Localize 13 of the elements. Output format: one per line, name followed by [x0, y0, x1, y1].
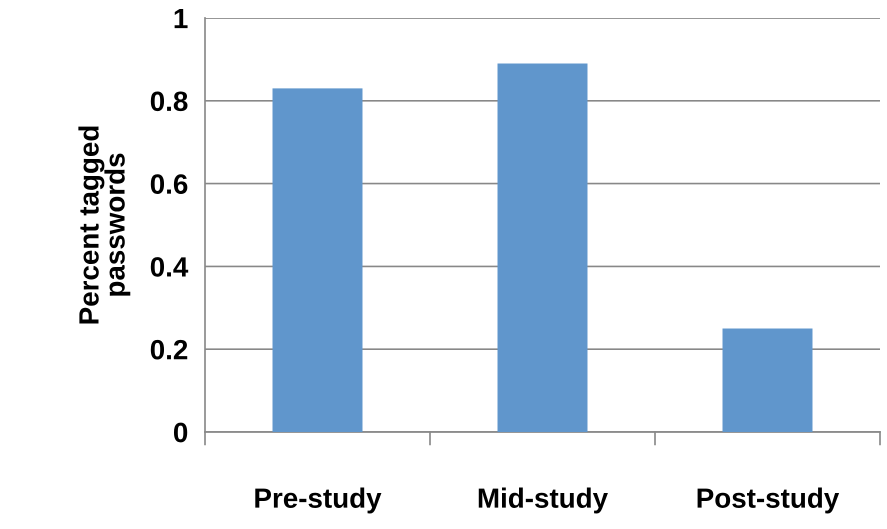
y-tick-label: 0.2 [150, 340, 188, 360]
x-tick-label: Post-study [698, 488, 840, 514]
bar [722, 328, 812, 432]
bar [272, 88, 362, 432]
x-tick-label: Mid-study [478, 488, 608, 514]
y-tick-label: 0.6 [150, 174, 188, 194]
x-tick-label: Pre-study [255, 488, 382, 514]
y-tick-label: 1 [174, 8, 188, 28]
bar [498, 64, 588, 432]
y-tick-label: 0.8 [150, 91, 188, 112]
y-tick-label: 0 [174, 422, 188, 442]
y-axis-title: Percent tagged passwords [78, 126, 130, 324]
y-tick-label: 0.4 [150, 257, 188, 277]
